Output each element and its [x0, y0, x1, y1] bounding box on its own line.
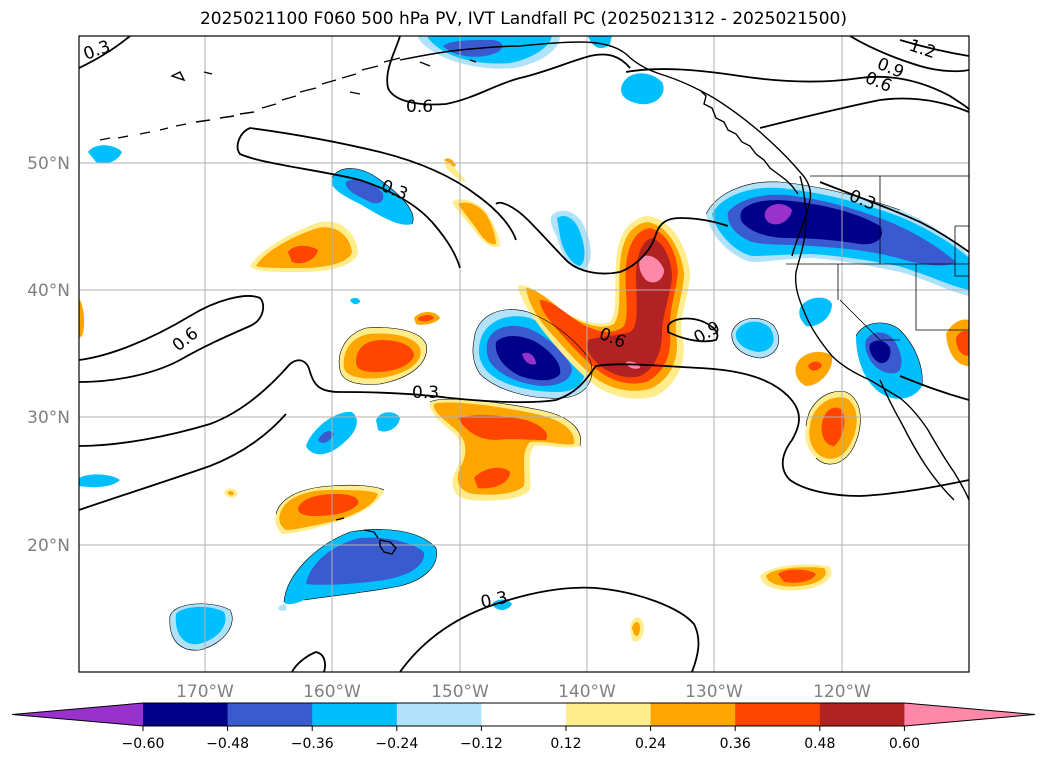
lat-label: 30°N — [27, 408, 70, 428]
colorbar-segment — [481, 703, 567, 726]
pv-anomaly-positive-tiny-40n — [518, 287, 526, 295]
lon-label: 140°W — [558, 682, 616, 702]
colorbar-tick-label: −0.36 — [291, 736, 334, 752]
colorbar-extend-min — [12, 703, 143, 726]
pv-anomaly-positive-14n-136w — [630, 617, 644, 642]
colorbar-segment — [396, 703, 482, 726]
graticule — [79, 36, 969, 672]
pv-anomaly-negative-alaska-coast — [621, 73, 664, 105]
pv-anomaly-negative-tiny-38n — [350, 297, 360, 305]
lon-label: 150°W — [431, 682, 489, 702]
coastlines — [99, 41, 969, 555]
lat-label: 50°N — [27, 154, 70, 174]
colorbar-segment — [566, 703, 652, 726]
colorbar-tick-label: 0.24 — [635, 736, 666, 752]
pv-anomaly-negative-35n-116w — [856, 322, 923, 399]
lat-label: 20°N — [27, 536, 70, 556]
colorbar-tick-label: 0.36 — [720, 736, 751, 752]
colorbar-tick-label: 0.48 — [804, 736, 835, 752]
pv-anomaly-positive-35n-157w — [339, 312, 440, 385]
pv-anomaly-positive-38n-138w — [518, 216, 690, 399]
lon-label: 160°W — [303, 682, 361, 702]
contour-label: 0.6 — [406, 97, 433, 117]
colorbar-segment — [143, 703, 229, 726]
colorbar-tick-label: −0.60 — [122, 736, 165, 752]
lon-label: 130°W — [685, 682, 743, 702]
pv-anomaly-negative-15n-170w — [169, 603, 233, 651]
colorbar-tick-label: 0.60 — [889, 736, 920, 752]
colorbar-tick-label: −0.48 — [206, 736, 249, 752]
colorbar-segment — [735, 703, 821, 726]
pv-anomaly-negative-50n-160w — [331, 168, 414, 225]
pv-anomaly-positive-22n-160w — [224, 485, 384, 534]
colorbar-tick-label: −0.12 — [460, 736, 503, 752]
longitude-labels: 170°W 160°W 150°W 140°W 130°W 120°W — [176, 682, 871, 702]
political-borders — [786, 175, 969, 341]
pv-anomaly-positive-right-edge-core — [956, 330, 969, 356]
figure-title: 2025021100 F060 500 hPa PV, IVT Landfall… — [199, 9, 847, 29]
map-area: 0.3 0.6 0.3 0.6 0.3 0.6 0.9 0.3 0.3 1.2 … — [79, 36, 969, 672]
lon-label: 120°W — [813, 682, 871, 702]
latitude-labels: 50°N 40°N 30°N 20°N — [27, 154, 70, 556]
colorbar: −0.60 −0.48 −0.36 −0.24 −0.12 0.12 0.24 0.36 0.4… — [11, 702, 1036, 752]
pv-anomaly-positive-28n-148w — [429, 399, 581, 501]
pv-anomaly-negative-nw-small — [88, 145, 122, 164]
colorbar-segment — [819, 703, 905, 726]
pv-contours — [79, 36, 969, 672]
pv-anomaly-negative-15n-147w — [492, 599, 512, 610]
pv-anomaly-positive-43n-162w — [250, 221, 358, 272]
pv-anomaly-positive-left-edge — [79, 298, 85, 338]
colorbar-tick-label: −0.24 — [375, 736, 418, 752]
colorbar-segment — [312, 703, 398, 726]
pv-anomaly-negative-45n-145w — [550, 210, 591, 271]
pv-anomaly-positive-18n-125w — [760, 564, 832, 591]
lon-label: 170°W — [176, 682, 234, 702]
colorbar-extend-max — [904, 703, 1035, 726]
pv-anomaly-positive-33n-124w — [795, 351, 833, 386]
colorbar-segment — [227, 703, 313, 726]
map-frame — [78, 35, 970, 673]
pv-anomaly-negative-25n-180 — [79, 474, 120, 488]
colorbar-segment — [650, 703, 736, 726]
colorbar-tick-label: 0.12 — [550, 736, 581, 752]
contour-label: 0.3 — [412, 383, 439, 403]
lat-label: 40°N — [27, 281, 70, 301]
